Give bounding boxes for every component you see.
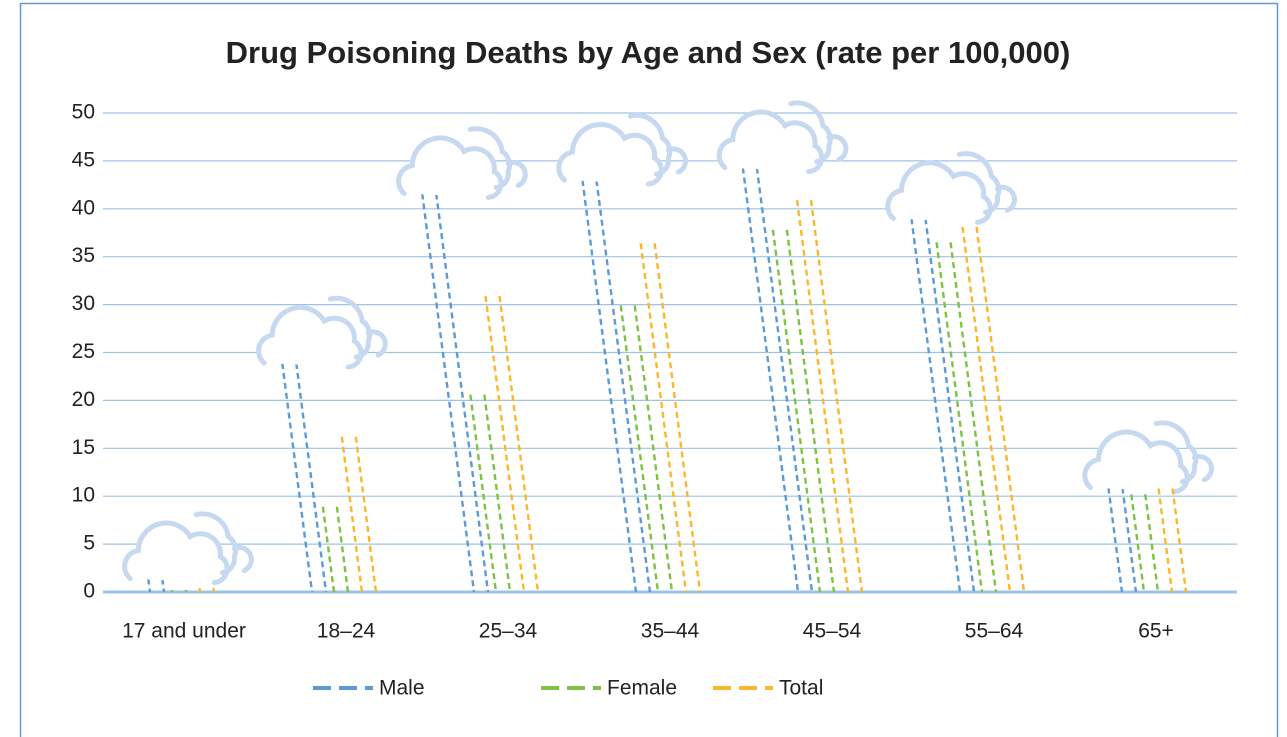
y-tick-label: 40 (72, 196, 95, 219)
chart-title: Drug Poisoning Deaths by Age and Sex (ra… (226, 35, 1071, 70)
x-tick-label: 35–44 (641, 620, 700, 643)
y-tick-label: 35 (72, 244, 95, 267)
x-tick-label: 65+ (1138, 620, 1174, 643)
x-tick-label: 45–54 (803, 620, 862, 643)
legend-label: Total (779, 677, 823, 700)
y-tick-label: 5 (83, 532, 95, 555)
x-tick-label: 18–24 (317, 620, 376, 643)
y-tick-label: 0 (83, 580, 95, 603)
y-tick-label: 15 (72, 436, 95, 459)
y-tick-label: 45 (72, 148, 95, 171)
x-tick-label: 17 and under (122, 620, 246, 643)
y-tick-label: 25 (72, 340, 95, 363)
y-tick-label: 30 (72, 292, 95, 315)
x-tick-label: 55–64 (965, 620, 1024, 643)
x-tick-label: 25–34 (479, 620, 538, 643)
legend-label: Male (379, 677, 425, 700)
y-tick-label: 20 (72, 388, 95, 411)
legend-label: Female (607, 677, 677, 700)
y-tick-label: 50 (72, 101, 95, 124)
y-tick-label: 10 (72, 484, 95, 507)
chart: Drug Poisoning Deaths by Age and Sex (ra… (0, 0, 1287, 737)
